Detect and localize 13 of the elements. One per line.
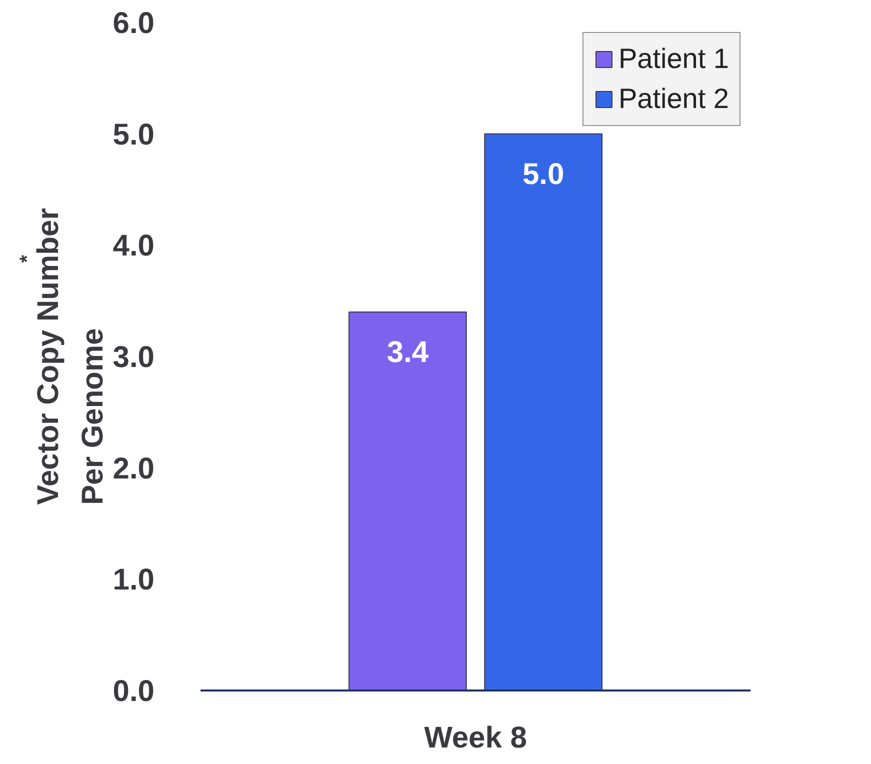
y-tick-label: 5.0 (112, 118, 155, 152)
y-tick-label: 2.0 (112, 452, 155, 486)
legend-label: Patient 1 (618, 43, 729, 75)
data-label: 3.4 (386, 336, 429, 369)
x-tick-label: Week 8 (424, 722, 527, 754)
y-tick-label: 1.0 (112, 564, 155, 597)
text: Vector Copy Number Per Genome* (16, 208, 110, 505)
y-tick-label: 4.0 (112, 230, 155, 263)
data-label: 5.0 (522, 158, 564, 191)
legend-label: Patient 2 (618, 83, 729, 115)
y-tick-label: 0.0 (112, 675, 155, 708)
y-tick-label: 3.0 (112, 341, 155, 374)
y-tick-label: 6.0 (112, 7, 155, 40)
